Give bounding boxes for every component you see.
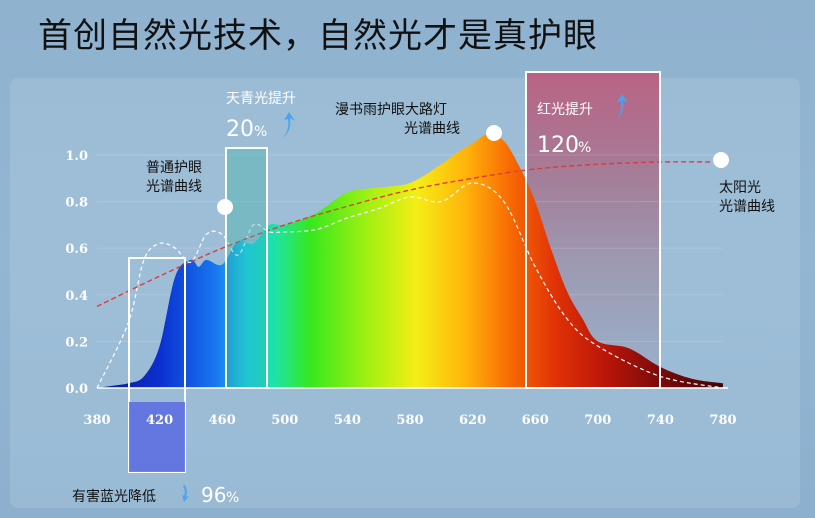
- red-light-label: 红光提升: [537, 102, 593, 118]
- x-tick-label: 700: [584, 413, 611, 428]
- red-light-value: 120: [537, 133, 579, 158]
- lamp-spectrum-area: [97, 133, 723, 388]
- y-tick-label: 0.0: [65, 382, 88, 397]
- x-tick-label: 540: [334, 413, 361, 428]
- red-light-percent: %: [578, 140, 591, 156]
- x-tick-label: 780: [709, 413, 736, 428]
- lamp-curve-marker: [486, 125, 502, 141]
- sunlight-curve-label-line2: 光谱曲线: [719, 199, 775, 215]
- sunlight-curve-label-line1: 太阳光: [719, 180, 761, 196]
- down-arrow-icon: [182, 485, 189, 502]
- y-tick-label: 1.0: [65, 149, 88, 164]
- normal-curve-label-line1: 普通护眼: [146, 160, 202, 176]
- cyan-light-label: 天青光提升: [226, 91, 296, 107]
- x-tick-label: 500: [271, 413, 298, 428]
- blue-light-box-fill: [129, 402, 185, 472]
- lamp-curve-label-line2: 光谱曲线: [404, 121, 460, 137]
- cyan-light-box: [225, 147, 268, 389]
- x-tick-label: 460: [209, 413, 236, 428]
- x-tick-label: 740: [647, 413, 674, 428]
- up-arrow-icon: [283, 112, 295, 138]
- sunlight-curve-marker: [713, 152, 729, 168]
- x-tick-label: 660: [522, 413, 549, 428]
- y-tick-labels: 0.0 0.2 0.4 0.6 0.8 1.0: [65, 149, 88, 397]
- normal-curve-marker: [217, 199, 233, 215]
- y-tick-label: 0.8: [65, 196, 88, 211]
- y-tick-label: 0.6: [65, 242, 88, 257]
- cyan-light-value: 20: [226, 117, 254, 142]
- x-tick-label: 420: [146, 413, 173, 428]
- blue-light-percent: %: [226, 490, 239, 506]
- lamp-curve-label-line1: 漫书雨护眼大路灯: [335, 102, 447, 118]
- up-arrow-icon: [616, 94, 628, 120]
- x-tick-label: 620: [459, 413, 486, 428]
- x-tick-label: 380: [83, 413, 110, 428]
- x-tick-labels: 380 420 460 500 540 580 620 660 700 740 780: [83, 413, 736, 428]
- y-tick-label: 0.2: [65, 335, 88, 350]
- cyan-light-percent: %: [254, 124, 267, 140]
- sunlight-spectrum-line: [96, 161, 724, 308]
- x-tick-label: 580: [396, 413, 423, 428]
- blue-light-value: 96: [201, 483, 226, 507]
- page-title: 首创自然光技术，自然光才是真护眼: [38, 16, 598, 56]
- normal-curve-label-line2: 光谱曲线: [146, 179, 202, 195]
- y-tick-label: 0.4: [65, 289, 88, 304]
- blue-light-label: 有害蓝光降低: [72, 489, 156, 505]
